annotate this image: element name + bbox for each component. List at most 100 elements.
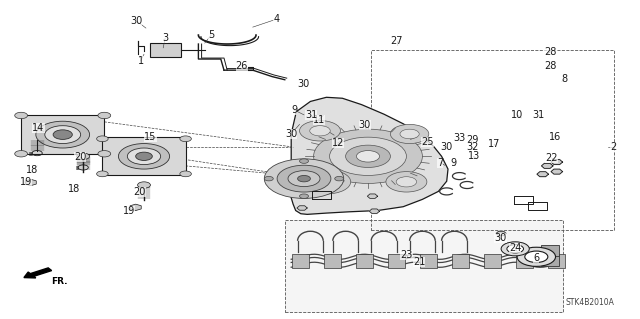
- Circle shape: [77, 153, 90, 160]
- Text: 1: 1: [138, 56, 144, 66]
- Polygon shape: [551, 160, 563, 165]
- Text: 31: 31: [305, 110, 317, 121]
- Circle shape: [298, 175, 310, 182]
- Circle shape: [507, 245, 524, 253]
- Text: 18: 18: [26, 165, 38, 175]
- Bar: [388, 254, 405, 268]
- Bar: [541, 254, 559, 266]
- Text: 17: 17: [488, 139, 500, 149]
- Text: 18: 18: [67, 184, 80, 194]
- Bar: [484, 254, 501, 268]
- Circle shape: [386, 172, 427, 192]
- Circle shape: [53, 130, 72, 139]
- Text: FR.: FR.: [51, 277, 68, 286]
- Circle shape: [300, 121, 340, 141]
- Circle shape: [264, 176, 273, 181]
- Circle shape: [501, 242, 529, 256]
- Text: 24: 24: [509, 243, 522, 253]
- Circle shape: [314, 129, 422, 183]
- Text: 30: 30: [130, 16, 143, 26]
- Text: 30: 30: [297, 78, 310, 89]
- Circle shape: [288, 171, 320, 187]
- Text: 26: 26: [236, 61, 248, 71]
- Text: 9: 9: [450, 158, 456, 168]
- Text: 11: 11: [312, 115, 325, 125]
- Bar: [541, 245, 559, 256]
- Circle shape: [45, 126, 81, 144]
- Circle shape: [36, 121, 90, 148]
- Text: 22: 22: [545, 153, 558, 163]
- Bar: [21, 115, 104, 154]
- Text: 3: 3: [162, 33, 168, 43]
- Circle shape: [97, 136, 108, 142]
- Circle shape: [127, 148, 161, 165]
- Bar: [452, 254, 469, 268]
- Circle shape: [180, 171, 191, 177]
- Text: 20: 20: [133, 187, 146, 197]
- Text: 31: 31: [532, 110, 545, 121]
- Text: 12: 12: [332, 138, 344, 148]
- Text: 30: 30: [285, 129, 298, 139]
- Text: 10: 10: [511, 110, 524, 120]
- Circle shape: [300, 159, 308, 163]
- Text: 29: 29: [466, 135, 479, 145]
- Text: 33: 33: [453, 133, 466, 143]
- Circle shape: [138, 182, 150, 188]
- Text: 30: 30: [440, 142, 452, 152]
- Circle shape: [396, 177, 417, 187]
- Circle shape: [98, 151, 111, 157]
- Circle shape: [390, 124, 429, 144]
- Circle shape: [98, 112, 111, 119]
- Bar: [324, 254, 341, 268]
- Circle shape: [118, 144, 170, 169]
- Circle shape: [517, 247, 556, 266]
- Text: 19: 19: [123, 205, 136, 216]
- Text: 28: 28: [544, 47, 557, 57]
- Circle shape: [300, 194, 308, 198]
- Text: 2: 2: [610, 142, 616, 152]
- Bar: [548, 254, 565, 268]
- Text: 30: 30: [494, 233, 507, 243]
- Text: 4: 4: [273, 14, 280, 24]
- Text: 7: 7: [437, 158, 444, 168]
- Bar: [420, 254, 437, 268]
- Circle shape: [15, 151, 28, 157]
- Circle shape: [356, 151, 380, 162]
- Circle shape: [277, 165, 331, 192]
- Polygon shape: [541, 163, 553, 168]
- Text: STK4B2010A: STK4B2010A: [566, 298, 614, 307]
- Text: 8: 8: [561, 74, 568, 84]
- Circle shape: [525, 251, 548, 263]
- Bar: [150, 43, 181, 57]
- Circle shape: [15, 112, 28, 119]
- Circle shape: [330, 137, 406, 175]
- Polygon shape: [551, 169, 563, 174]
- Polygon shape: [291, 97, 448, 214]
- Circle shape: [302, 170, 351, 194]
- Text: 6: 6: [533, 253, 540, 263]
- Polygon shape: [496, 231, 506, 236]
- Circle shape: [264, 159, 344, 198]
- Polygon shape: [537, 172, 548, 177]
- Circle shape: [97, 171, 108, 177]
- Circle shape: [310, 126, 330, 136]
- Circle shape: [335, 176, 344, 181]
- Text: 23: 23: [400, 249, 413, 260]
- Circle shape: [136, 152, 152, 160]
- Text: 32: 32: [466, 142, 479, 152]
- Bar: [292, 254, 309, 268]
- Text: 14: 14: [32, 123, 45, 133]
- Circle shape: [346, 145, 390, 167]
- Circle shape: [314, 176, 339, 188]
- Polygon shape: [367, 194, 378, 198]
- Circle shape: [180, 136, 191, 142]
- Bar: [371, 50, 614, 230]
- Bar: [356, 254, 373, 268]
- Bar: [102, 137, 186, 175]
- Bar: [285, 220, 563, 312]
- Text: 19: 19: [19, 177, 32, 188]
- Circle shape: [400, 129, 419, 139]
- Text: 20: 20: [74, 152, 86, 162]
- FancyArrow shape: [24, 268, 52, 278]
- Text: 30: 30: [358, 120, 371, 130]
